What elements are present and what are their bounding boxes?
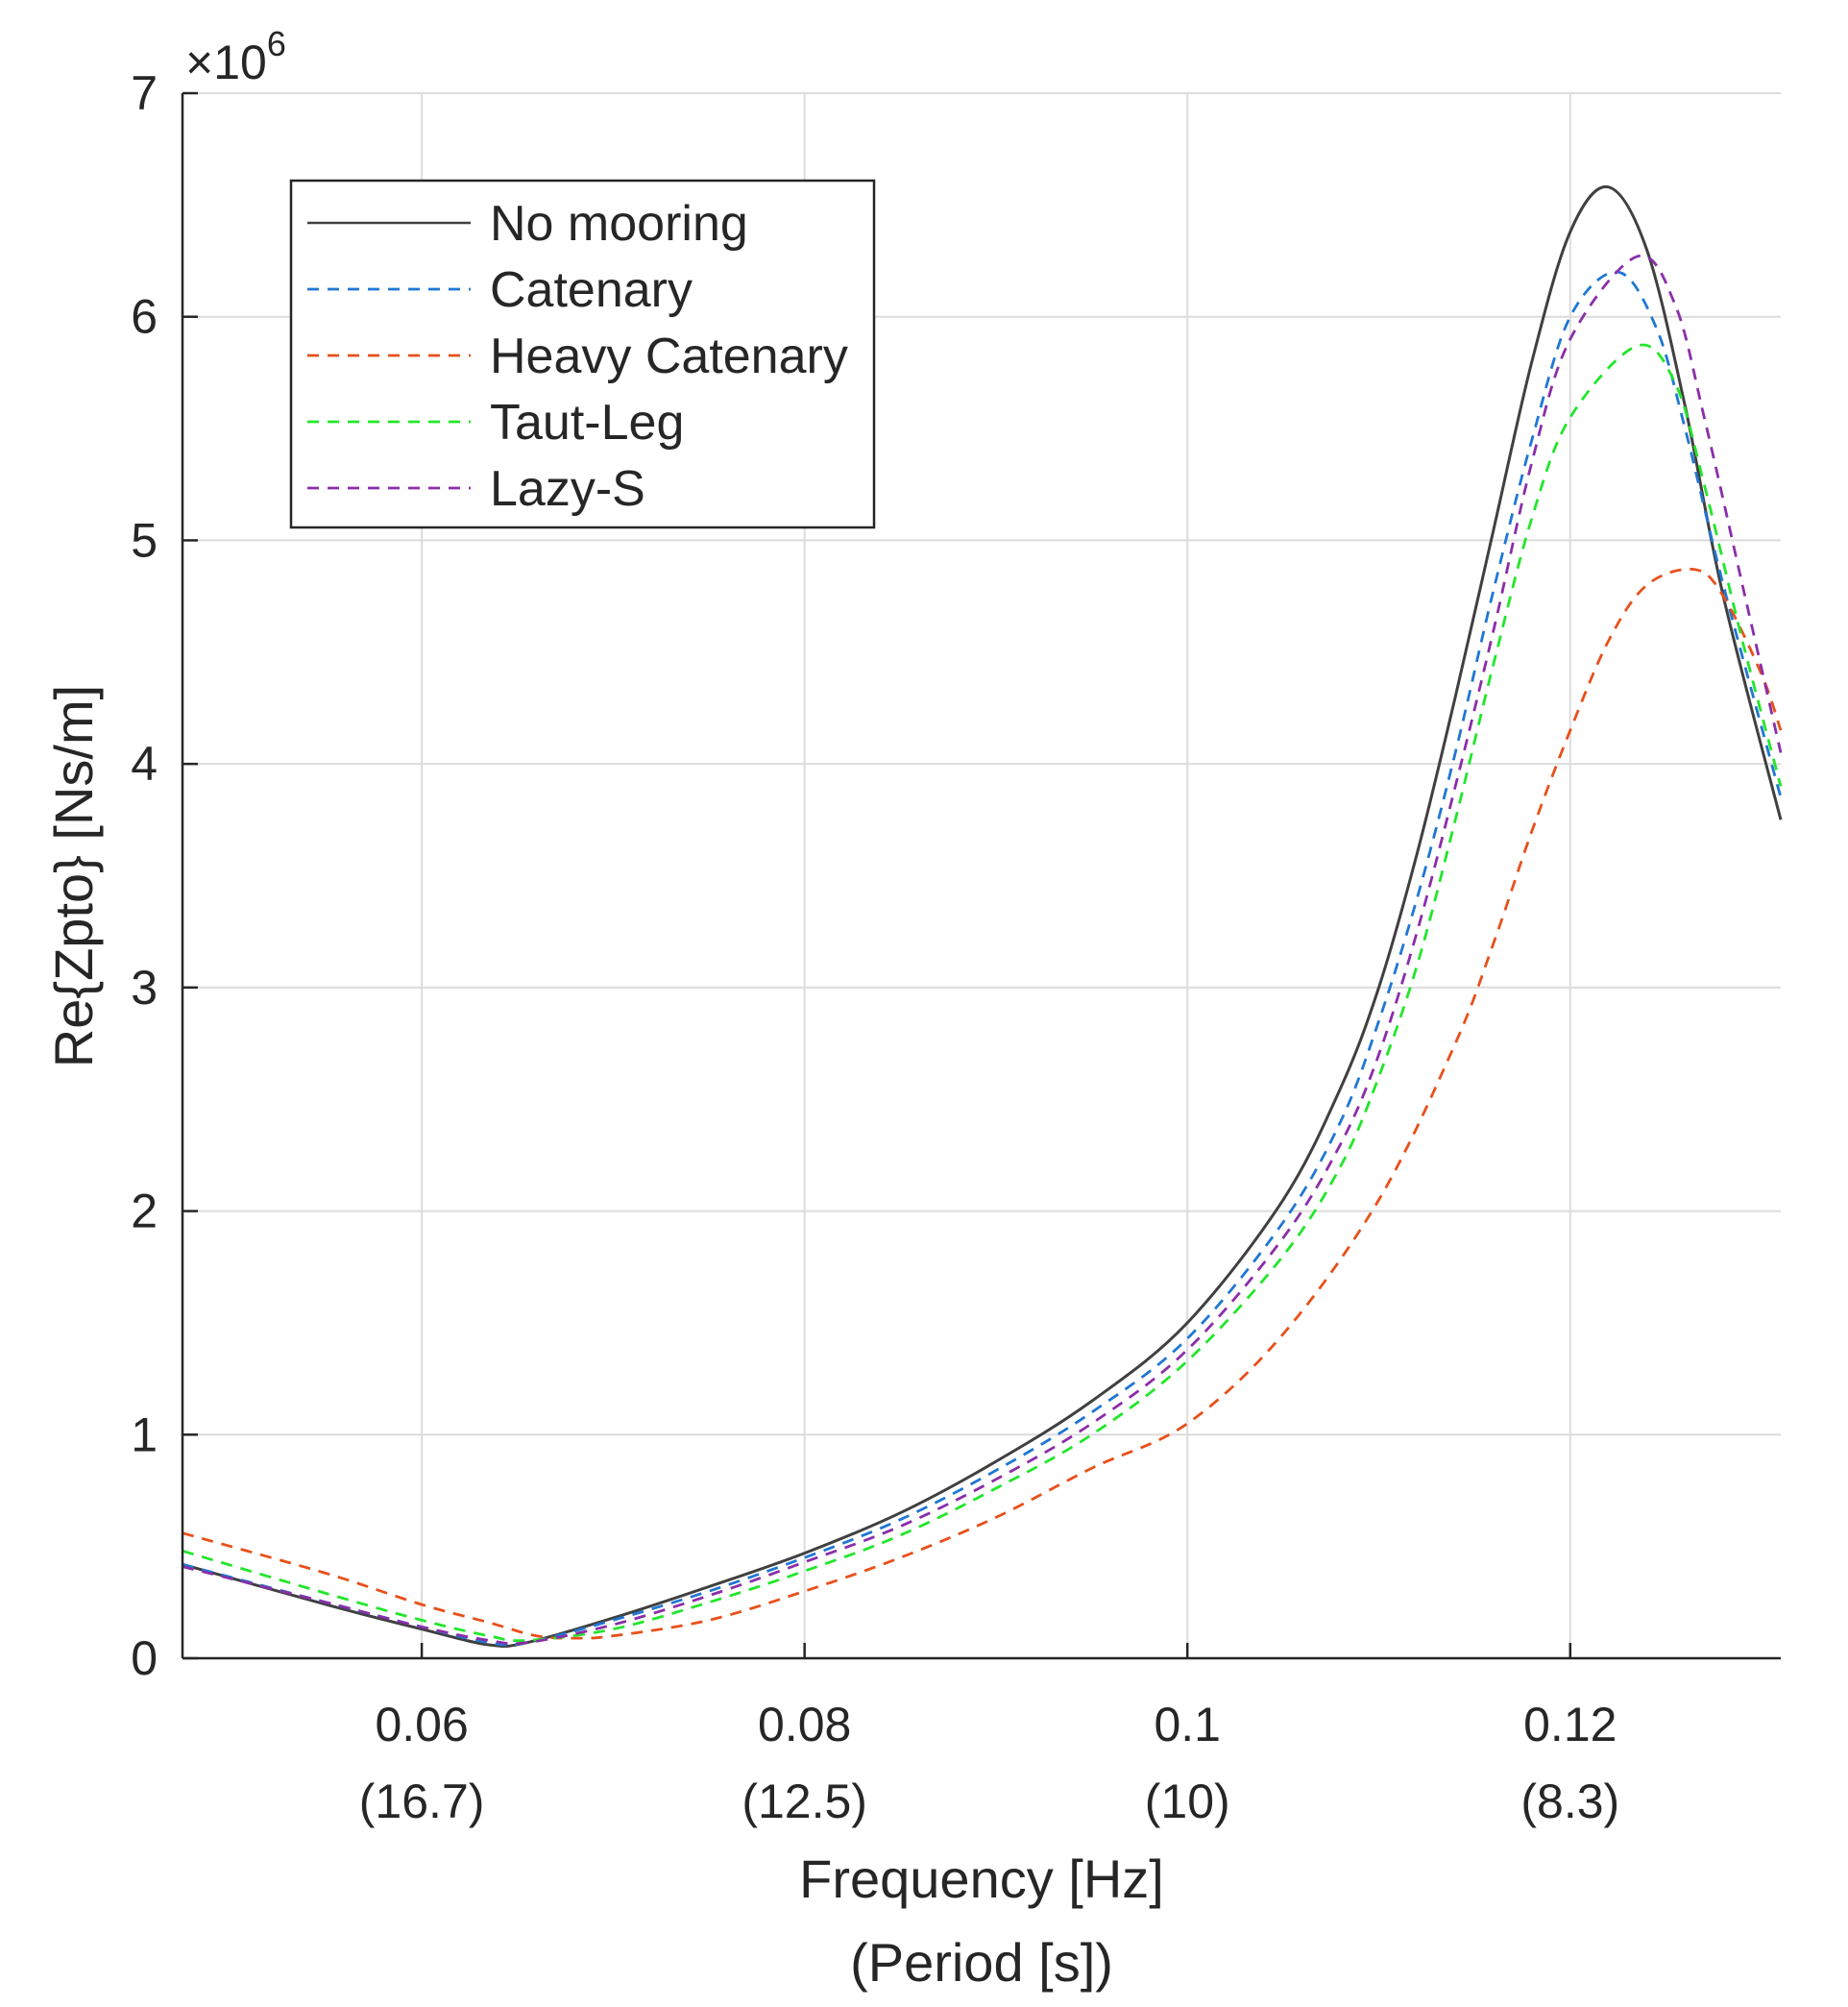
x-tick-label: 0.12 [1523,1698,1617,1751]
chart: 0 1 2 3 4 5 6 7 0.06 (16.7) 0.08 (12.5) 0.1 (10) 0.12 (… [0,0,1848,2007]
x-tick-label: 0.06 [375,1698,468,1751]
y-tick-label: 7 [131,66,158,120]
x-tick-period-label: (10) [1145,1774,1230,1828]
legend-label: Heavy Catenary [490,329,848,384]
y-tick-label: 0 [131,1631,158,1685]
legend-label: Catenary [490,262,693,318]
y-tick-label: 6 [131,290,158,344]
x-axis-label: Frequency [Hz] [799,1848,1164,1909]
y-tick-label: 3 [131,961,158,1015]
x-tick-period-label: (12.5) [742,1774,867,1828]
legend-label: No mooring [490,196,748,252]
y-tick-label: 1 [131,1407,158,1461]
y-tick-label: 5 [131,513,158,567]
x-tick-period-label: (16.7) [359,1774,485,1828]
legend: No mooring Catenary Heavy Catenary Taut-Leg… [291,181,874,527]
legend-label: Taut-Leg [490,395,684,451]
legend-label: Lazy-S [490,461,645,517]
x-axis-label-period: (Period [s]) [850,1932,1113,1993]
y-axis-label: Re{Zpto} [Ns/m] [43,685,104,1067]
x-tick-period-label: (8.3) [1520,1774,1619,1828]
y-tick-label: 4 [131,737,158,791]
x-tick-label: 0.08 [758,1698,851,1751]
y-tick-label: 2 [131,1185,158,1238]
x-tick-label: 0.1 [1154,1698,1221,1751]
